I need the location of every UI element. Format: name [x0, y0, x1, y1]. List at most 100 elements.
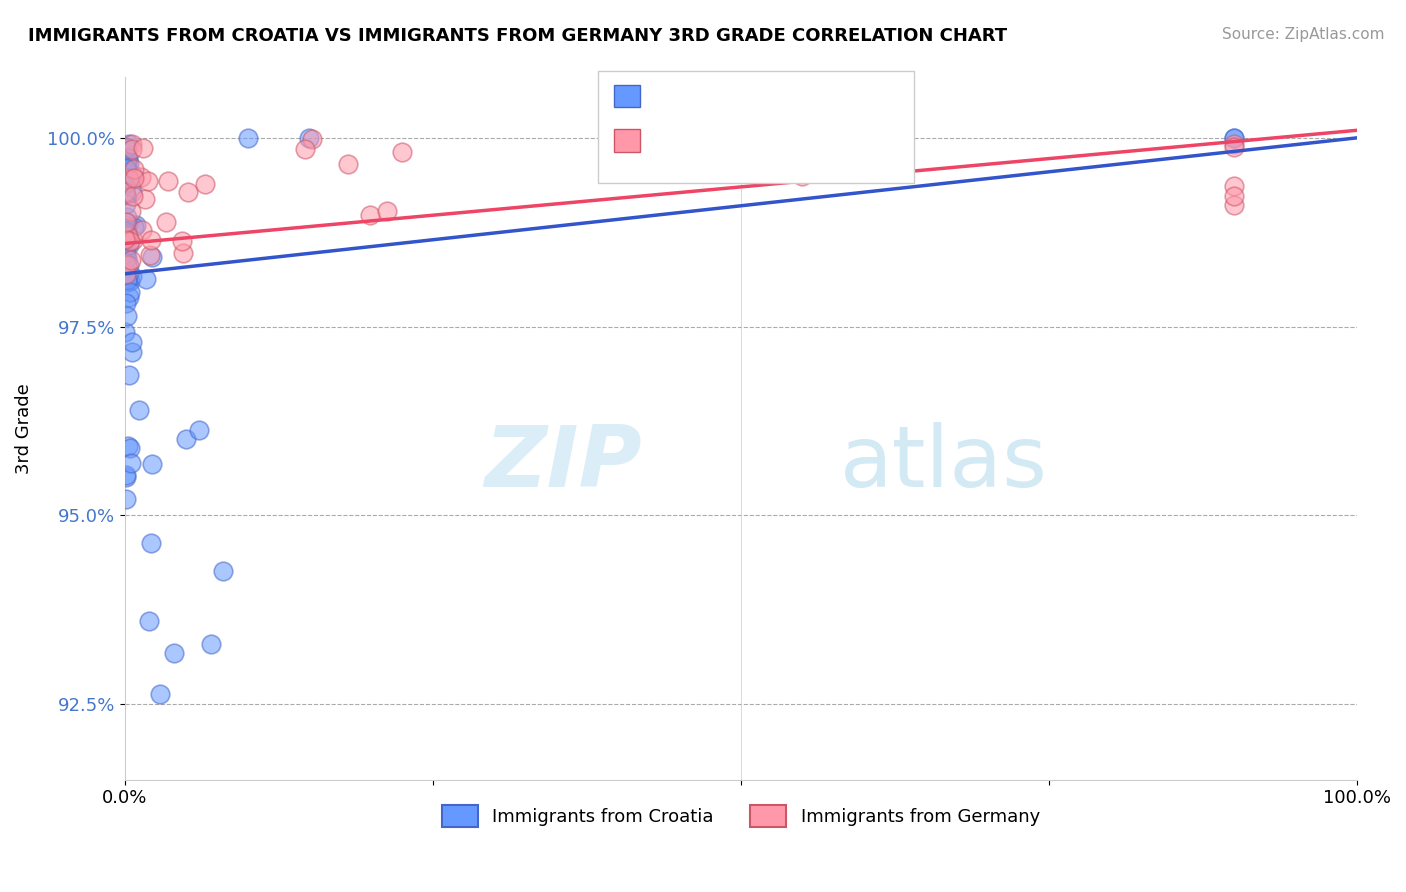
Point [115, 295, 138, 310]
Point [139, 233, 162, 247]
Point [155, 215, 177, 229]
Point [114, 168, 136, 182]
Point [129, 169, 152, 184]
Point [163, 646, 186, 660]
Point [122, 161, 145, 176]
Point [115, 150, 138, 164]
Point [121, 189, 143, 203]
Point [117, 229, 139, 244]
Point [122, 220, 145, 235]
Point [118, 258, 141, 272]
Point [1222, 198, 1244, 212]
Point [117, 170, 139, 185]
Point [294, 142, 316, 156]
Point [172, 246, 194, 260]
Point [200, 637, 222, 651]
Point [115, 157, 138, 171]
Point [139, 248, 162, 262]
Point [121, 136, 143, 151]
Point [118, 290, 141, 304]
Point [115, 222, 138, 236]
Point [115, 215, 138, 229]
Point [115, 176, 138, 190]
Point [1222, 178, 1244, 193]
Point [114, 197, 136, 211]
Point [120, 204, 142, 219]
Point [141, 457, 163, 471]
Point [298, 131, 321, 145]
Y-axis label: 3rd Grade: 3rd Grade [15, 384, 32, 474]
Point [131, 222, 153, 236]
Text: ZIP: ZIP [485, 422, 643, 505]
Point [149, 687, 172, 701]
Text: R = 0.503   N = 41: R = 0.503 N = 41 [648, 130, 862, 150]
Point [115, 164, 138, 178]
Point [120, 285, 142, 300]
Point [1222, 131, 1244, 145]
Point [115, 187, 138, 202]
Point [121, 334, 143, 349]
Point [170, 235, 193, 249]
Point [120, 457, 142, 471]
Point [117, 439, 139, 453]
Point [115, 140, 138, 154]
Point [114, 258, 136, 272]
Point [157, 173, 180, 187]
Point [122, 233, 145, 247]
Point [114, 247, 136, 261]
Point [141, 250, 163, 264]
Text: R = 0.400   N = 75: R = 0.400 N = 75 [648, 86, 862, 105]
Point [194, 177, 217, 191]
Point [120, 253, 142, 268]
Point [115, 272, 138, 286]
Point [114, 245, 136, 260]
Point [1222, 137, 1244, 152]
Point [115, 178, 138, 192]
Point [118, 172, 141, 186]
Point [138, 615, 160, 629]
Point [118, 441, 141, 455]
Point [115, 469, 138, 483]
Point [118, 136, 141, 151]
Point [135, 272, 157, 286]
Point [115, 161, 138, 175]
Point [115, 240, 138, 254]
Point [792, 169, 814, 183]
Point [117, 368, 139, 383]
Point [121, 142, 143, 156]
Point [177, 185, 200, 199]
Point [115, 310, 138, 324]
Point [236, 131, 259, 145]
Point [114, 164, 136, 178]
Point [121, 269, 143, 284]
Point [114, 325, 136, 339]
Text: IMMIGRANTS FROM CROATIA VS IMMIGRANTS FROM GERMANY 3RD GRADE CORRELATION CHART: IMMIGRANTS FROM CROATIA VS IMMIGRANTS FR… [28, 27, 1007, 45]
Point [375, 204, 398, 219]
Point [117, 156, 139, 170]
Point [114, 185, 136, 199]
Point [115, 141, 138, 155]
Point [301, 132, 323, 146]
Point [117, 210, 139, 224]
Point [212, 564, 235, 578]
Point [115, 267, 138, 281]
Point [118, 237, 141, 252]
Point [115, 258, 138, 272]
Point [117, 216, 139, 230]
Point [128, 402, 150, 417]
Point [141, 536, 163, 550]
Point [187, 423, 209, 437]
Point [115, 275, 138, 289]
Point [121, 168, 143, 182]
Point [114, 232, 136, 246]
Point [118, 234, 141, 248]
Point [115, 174, 138, 188]
Point [115, 251, 138, 265]
Point [115, 226, 138, 240]
Point [132, 141, 155, 155]
Point [121, 344, 143, 359]
Point [125, 219, 148, 233]
Point [117, 152, 139, 166]
Text: atlas: atlas [839, 422, 1047, 505]
Point [115, 491, 138, 506]
